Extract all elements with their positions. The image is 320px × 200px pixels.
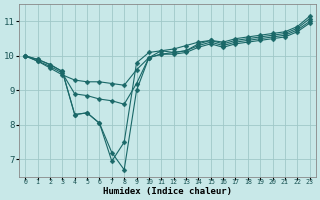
X-axis label: Humidex (Indice chaleur): Humidex (Indice chaleur) — [103, 187, 232, 196]
